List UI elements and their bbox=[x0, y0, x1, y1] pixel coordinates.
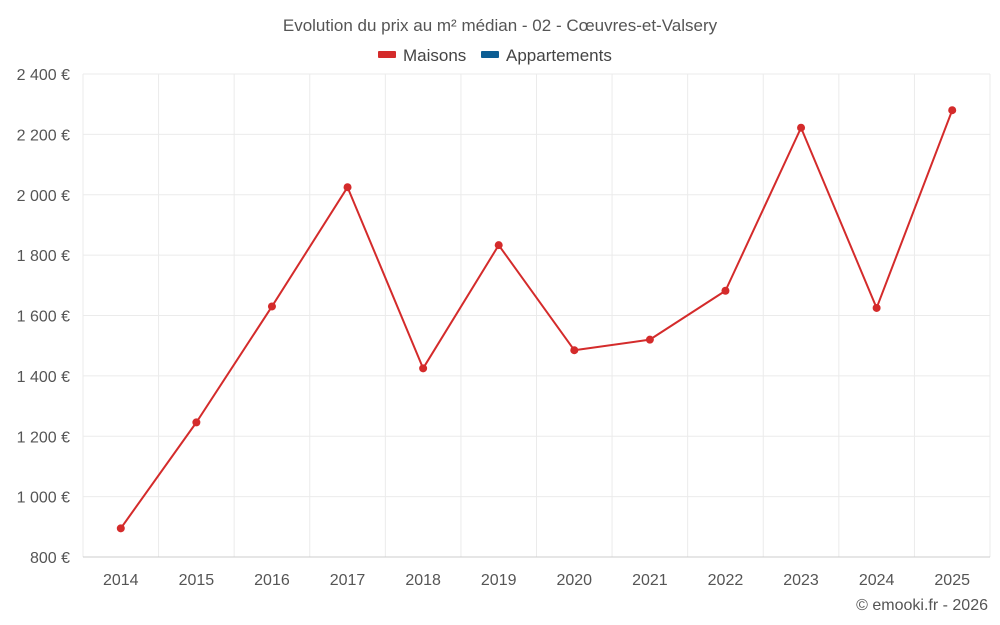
x-tick-label: 2021 bbox=[632, 572, 668, 589]
legend-item-appartements[interactable]: Appartements bbox=[481, 46, 612, 65]
x-tick-label: 2025 bbox=[934, 572, 970, 589]
series-maisons bbox=[116, 106, 957, 533]
legend: Maisons Appartements bbox=[378, 46, 612, 65]
credit-text: © emooki.fr - 2026 bbox=[856, 597, 988, 614]
y-tick-label: 1 600 € bbox=[17, 309, 70, 326]
legend-swatch-appartements bbox=[481, 51, 499, 58]
x-tick-label: 2022 bbox=[708, 572, 744, 589]
y-tick-label: 1 000 € bbox=[17, 490, 70, 507]
x-tick-label: 2014 bbox=[103, 572, 139, 589]
data-point-maisons-2018[interactable] bbox=[419, 364, 428, 373]
chart-title: Evolution du prix au m² médian - 02 - Cœ… bbox=[283, 16, 718, 35]
x-tick-label: 2023 bbox=[783, 572, 819, 589]
data-point-maisons-2021[interactable] bbox=[645, 335, 654, 344]
x-tick-label: 2018 bbox=[405, 572, 441, 589]
data-point-maisons-2016[interactable] bbox=[267, 302, 276, 311]
x-tick-label: 2019 bbox=[481, 572, 517, 589]
data-point-maisons-2025[interactable] bbox=[948, 106, 957, 115]
y-tick-label: 1 400 € bbox=[17, 369, 70, 386]
legend-item-maisons[interactable]: Maisons bbox=[378, 46, 466, 65]
x-axis-tick-labels: 2014 2015 2016 2017 2018 2019 2020 2021 2022 2023… bbox=[103, 572, 970, 589]
y-tick-label: 1 800 € bbox=[17, 248, 70, 265]
legend-label-appartements: Appartements bbox=[506, 46, 612, 65]
x-tick-label: 2017 bbox=[330, 572, 366, 589]
data-point-maisons-2020[interactable] bbox=[570, 346, 579, 355]
y-tick-label: 800 € bbox=[30, 550, 70, 567]
legend-swatch-maisons bbox=[378, 51, 396, 58]
data-point-maisons-2014[interactable] bbox=[116, 524, 125, 533]
data-point-maisons-2024[interactable] bbox=[872, 303, 881, 312]
y-tick-label: 2 200 € bbox=[17, 127, 70, 144]
data-point-maisons-2015[interactable] bbox=[192, 418, 201, 427]
data-point-maisons-2019[interactable] bbox=[494, 241, 503, 250]
data-point-maisons-2022[interactable] bbox=[721, 286, 730, 295]
y-tick-label: 2 000 € bbox=[17, 188, 70, 205]
data-point-maisons-2017[interactable] bbox=[343, 183, 352, 192]
x-tick-label: 2015 bbox=[179, 572, 215, 589]
y-tick-label: 1 200 € bbox=[17, 429, 70, 446]
data-point-maisons-2023[interactable] bbox=[797, 123, 806, 132]
y-tick-label: 2 400 € bbox=[17, 67, 70, 84]
y-axis-tick-labels: 800 € 1 000 € 1 200 € 1 400 € 1 600 € 1 800 €… bbox=[17, 67, 70, 567]
x-tick-label: 2016 bbox=[254, 572, 290, 589]
x-tick-label: 2020 bbox=[556, 572, 592, 589]
series-line-maisons bbox=[119, 109, 954, 529]
x-tick-label: 2024 bbox=[859, 572, 895, 589]
legend-label-maisons: Maisons bbox=[403, 46, 466, 65]
